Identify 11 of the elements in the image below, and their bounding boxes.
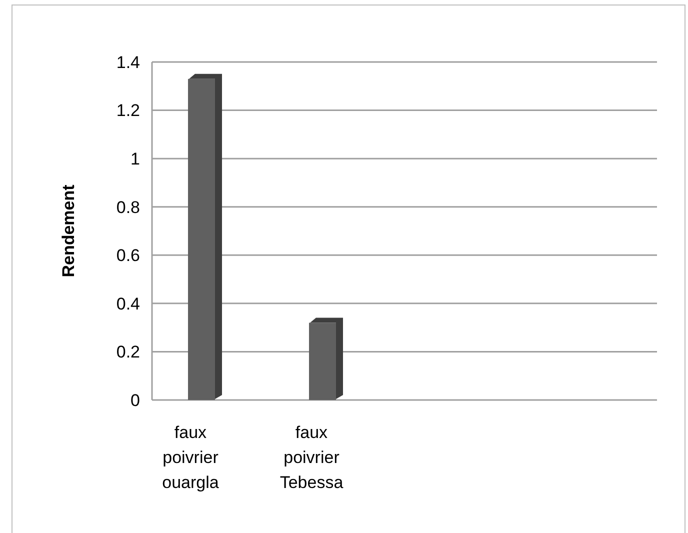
- y-tick-label: 1: [130, 150, 140, 169]
- y-tick-label: 0.8: [116, 198, 140, 217]
- x-tick-label: faux poivrier Tebessa: [280, 423, 344, 492]
- y-tick-label: 0: [130, 390, 140, 410]
- x-tick-label: faux poivrier ouargla: [162, 423, 220, 492]
- y-tick-label: 0.4: [116, 294, 140, 314]
- y-axis-title: Rendement: [59, 184, 78, 278]
- y-tick-label: 0.6: [116, 246, 140, 266]
- y-tick-label: 1.4: [116, 52, 140, 72]
- y-tick-label: 1.2: [116, 101, 140, 120]
- y-tick-label: 0.2: [116, 342, 140, 362]
